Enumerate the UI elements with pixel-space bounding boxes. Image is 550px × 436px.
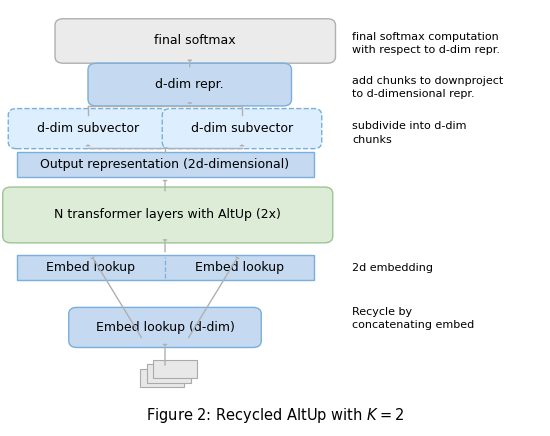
Text: 2d embedding: 2d embedding: [352, 263, 433, 273]
FancyBboxPatch shape: [8, 109, 168, 149]
Text: d-dim subvector: d-dim subvector: [37, 122, 139, 135]
Text: final softmax computation
with respect to d-dim repr.: final softmax computation with respect t…: [352, 32, 500, 55]
FancyBboxPatch shape: [16, 152, 313, 177]
Text: subdivide into d-dim
chunks: subdivide into d-dim chunks: [352, 121, 466, 145]
Text: d-dim subvector: d-dim subvector: [191, 122, 293, 135]
FancyBboxPatch shape: [153, 360, 197, 378]
Text: N transformer layers with AltUp (2x): N transformer layers with AltUp (2x): [54, 208, 281, 221]
Text: Embed lookup (d-dim): Embed lookup (d-dim): [96, 321, 234, 334]
Text: Figure 2: Recycled AltUp with $K=2$: Figure 2: Recycled AltUp with $K=2$: [146, 406, 404, 425]
FancyBboxPatch shape: [69, 307, 261, 347]
FancyBboxPatch shape: [147, 364, 191, 383]
Text: Embed lookup: Embed lookup: [46, 261, 135, 274]
FancyBboxPatch shape: [16, 255, 313, 280]
FancyBboxPatch shape: [162, 109, 322, 149]
Text: Output representation (2d-dimensional): Output representation (2d-dimensional): [41, 158, 289, 171]
FancyBboxPatch shape: [55, 19, 336, 63]
FancyBboxPatch shape: [88, 63, 292, 106]
Text: final softmax: final softmax: [155, 34, 236, 48]
Text: d-dim repr.: d-dim repr.: [156, 78, 224, 91]
Text: Embed lookup: Embed lookup: [195, 261, 284, 274]
Text: Recycle by
concatenating embed: Recycle by concatenating embed: [352, 307, 474, 330]
FancyBboxPatch shape: [3, 187, 333, 243]
FancyBboxPatch shape: [140, 369, 184, 387]
Text: add chunks to downproject
to d-dimensional repr.: add chunks to downproject to d-dimension…: [352, 75, 503, 99]
